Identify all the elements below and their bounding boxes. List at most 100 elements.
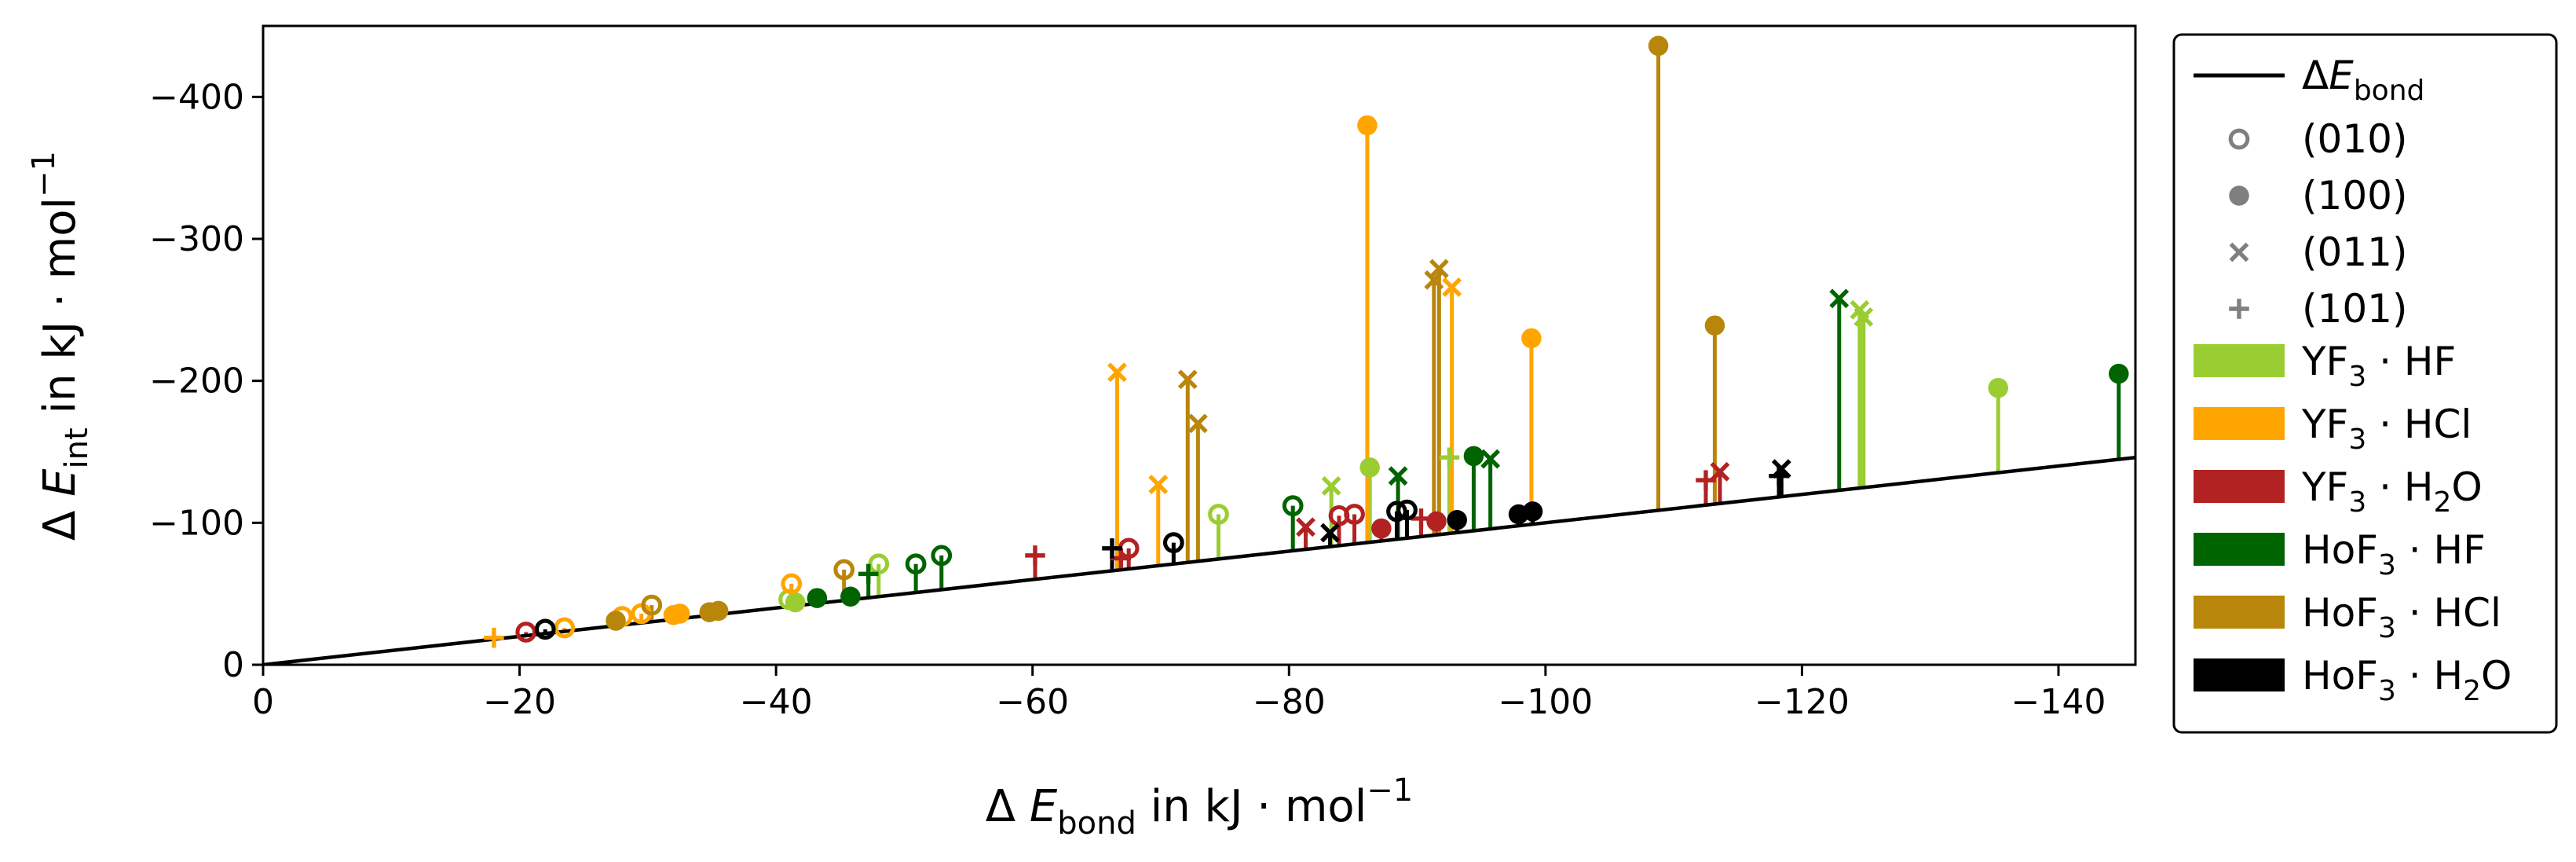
reference-line	[263, 455, 2135, 665]
point-hof3_hf-x-42-stroke-b	[1480, 449, 1501, 469]
legend-marker-entries: (010) (100) (011) (101)	[2228, 116, 2407, 332]
point-yf3_hcl-open-circle-13	[781, 573, 803, 595]
point-yf3_h2o-filled-circle-26	[1371, 518, 1392, 539]
point-yf3_hcl-x-18	[1107, 362, 1127, 383]
point-hof3_hcl-filled-circle-47	[606, 611, 626, 631]
point-hof3_hcl-x-54	[1424, 270, 1444, 290]
point-yf3_h2o-plus-32	[1411, 508, 1432, 529]
legend-plus-label: (101)	[2302, 286, 2407, 332]
point-hof3_hcl-x-55	[1429, 259, 1449, 279]
legend-yf3_h2o-swatch	[2194, 470, 2285, 503]
point-yf3_h2o-plus-33	[1696, 470, 1716, 490]
legend-x-label: (011)	[2302, 229, 2407, 275]
point-yf3_hcl-filled-circle-16	[1357, 115, 1378, 136]
point-hof3_hf-x-43-stroke-b	[1829, 288, 1850, 309]
point-yf3_hcl-x-20-stroke-b	[1442, 277, 1462, 297]
legend-yf3_h2o-label: YF3 · H2O	[2301, 464, 2483, 519]
point-hof3_hcl-x-53	[1187, 413, 1208, 434]
y-axis-label: Δ Eint in kJ · mol−1	[26, 151, 95, 541]
point-yf3_hcl-x-19-stroke-b	[1148, 475, 1169, 494]
plot-frame	[262, 24, 2137, 666]
x-tick-label: 0	[252, 682, 274, 722]
point-hof3_hf-x-43	[1829, 288, 1850, 309]
point-hof3_hf-x-42	[1480, 449, 1501, 469]
point-yf3_hcl-x-18-stroke-b	[1107, 362, 1127, 383]
point-hof3_h2o-filled-circle-60	[1447, 509, 1467, 530]
point-hof3_hcl-x-55-stroke-b	[1429, 259, 1449, 279]
x-tick-label: −20	[483, 682, 556, 722]
point-hof3_h2o-x-63	[1320, 523, 1340, 543]
y-tick-label: 0	[222, 645, 244, 685]
x-axis: 0 −20 −40 −60 −80 −100 −120 −140	[252, 665, 2106, 722]
y-tick-label: −300	[149, 219, 244, 259]
point-hof3_hf-filled-circle-40	[2109, 363, 2129, 384]
point-yf3_hf-x-8	[1853, 306, 1874, 327]
point-hof3_hcl-filled-circle-51	[1704, 315, 1725, 336]
point-hof3_hf-x-41	[1388, 466, 1408, 486]
legend-yf3_hcl-swatch	[2194, 407, 2285, 440]
y-axis: 0 −100 −200 −300 −400	[149, 77, 263, 685]
legend-x-symbol-stroke-b	[2229, 242, 2249, 262]
legend-open-circle-symbol	[2228, 128, 2250, 150]
point-yf3_h2o-x-28	[1296, 517, 1315, 537]
legend-yf3_hf-label: YF3 · HF	[2301, 339, 2456, 393]
x-tick-label: −80	[1253, 682, 1326, 722]
point-yf3_hf-filled-circle-4	[1359, 457, 1380, 478]
point-yf3_h2o-open-circle-22	[515, 622, 537, 643]
point-hof3_h2o-open-circle-59	[1396, 499, 1418, 521]
y-tick-label: −200	[149, 361, 244, 402]
point-yf3_hcl-x-20	[1442, 277, 1462, 297]
point-yf3_hf-x-6	[1321, 475, 1341, 496]
point-hof3_hf-filled-circle-37	[807, 588, 828, 608]
point-yf3_hcl-x-19	[1148, 475, 1169, 494]
point-yf3_hcl-filled-circle-15	[669, 603, 690, 624]
point-yf3_h2o-x-28-stroke-b	[1296, 517, 1315, 537]
legend-yf3_hcl-label: YF3 · HCl	[2301, 402, 2472, 456]
plot-area	[263, 35, 2135, 665]
point-hof3_hcl-x-54-stroke-b	[1424, 270, 1444, 290]
legend-yf3_hf-swatch	[2194, 344, 2285, 377]
data-markers	[484, 35, 2129, 648]
point-yf3_h2o-x-29-stroke-b	[1710, 461, 1730, 482]
point-yf3_h2o-filled-circle-27	[1426, 511, 1447, 532]
point-yf3_hf-plus-9	[1439, 447, 1460, 468]
point-hof3_h2o-open-circle-58	[1386, 501, 1407, 523]
point-yf3_h2o-open-circle-25	[1344, 504, 1365, 525]
point-yf3_hf-filled-circle-3	[785, 592, 806, 613]
point-hof3_hf-filled-circle-38	[840, 586, 861, 607]
point-yf3_hcl-open-circle-10	[554, 617, 576, 639]
point-yf3_hcl-plus-21	[484, 627, 504, 648]
point-hof3_hf-open-circle-36	[1282, 495, 1304, 517]
point-hof3_hf-plus-44	[858, 563, 879, 585]
point-hof3_hcl-x-52-stroke-b	[1177, 369, 1198, 390]
legend-hof3_hf-swatch	[2194, 533, 2285, 566]
legend-plus-symbol	[2229, 299, 2249, 319]
point-hof3_h2o-plus-66	[1769, 465, 1789, 486]
x-tick-label: −40	[740, 682, 813, 722]
point-hof3_h2o-plus-65	[1102, 538, 1122, 559]
legend-system-entries: YF3 · HF YF3 · HCl YF3 · H2O HoF3 · HF HoF3 …	[2194, 339, 2512, 707]
legend-filled-circle-label: (100)	[2302, 173, 2407, 218]
point-hof3_hcl-x-53-stroke-b	[1187, 413, 1208, 434]
point-yf3_hf-x-8-stroke-b	[1853, 306, 1874, 327]
point-yf3_hf-x-6-stroke-b	[1321, 475, 1341, 496]
point-hof3_hcl-open-circle-45	[641, 594, 663, 616]
point-yf3_h2o-x-29	[1710, 461, 1730, 482]
point-yf3_h2o-plus-30	[1025, 545, 1045, 566]
x-tick-label: −100	[1498, 682, 1593, 722]
legend-hof3_hcl-label: HoF3 · HCl	[2302, 590, 2501, 644]
point-hof3_h2o-filled-circle-62	[1522, 501, 1543, 522]
legend: ΔEbond (010)(100)(011)(101) YF3 · HFYF3 …	[2172, 33, 2558, 734]
point-hof3_hf-open-circle-34	[905, 553, 927, 575]
point-hof3_hf-open-circle-35	[931, 545, 953, 567]
legend-hof3_hf-label: HoF3 · HF	[2302, 527, 2486, 581]
point-hof3_hcl-x-52	[1177, 369, 1198, 390]
point-yf3_hf-filled-circle-5	[1988, 377, 2009, 398]
point-yf3_hf-x-7-stroke-b	[1850, 299, 1870, 320]
point-hof3_hcl-filled-circle-50	[1648, 35, 1669, 57]
legend-x-symbol	[2229, 242, 2249, 262]
y-tick-label: −400	[149, 77, 244, 117]
y-tick-label: −100	[149, 503, 244, 543]
